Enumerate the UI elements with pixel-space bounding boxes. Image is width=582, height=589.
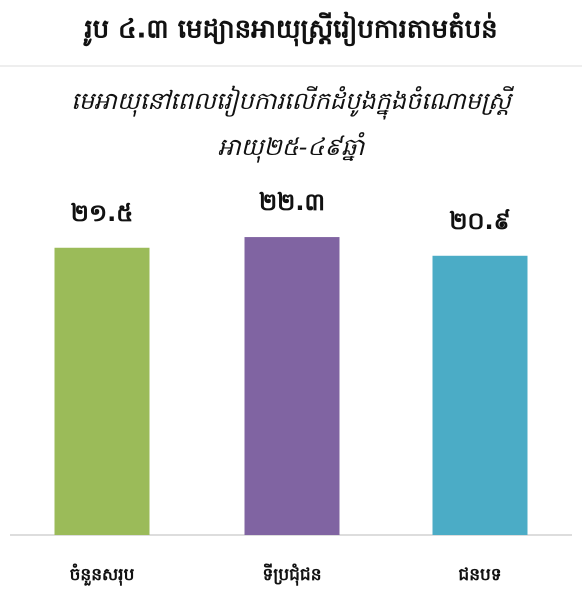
x-tick-label: ទីប្រជុំជន: [262, 563, 321, 586]
chart-title: រូប ៤.៣ មេដ្យានអាយុស្ត្រីរៀបការតាមតំបន់: [83, 12, 498, 47]
data-label: ២០.៩: [449, 207, 510, 235]
data-label: ២១.៥: [71, 199, 133, 227]
bar: [432, 255, 528, 535]
chart-subtitle: មេអាយុនៅពេលរៀបការលើកដំបូងក្នុងចំណោមស្ត្រ…: [71, 85, 515, 120]
bar: [244, 237, 340, 535]
x-tick-label: ចំនួនសរុប: [70, 563, 135, 586]
data-label: ២២.៣: [259, 188, 325, 216]
x-tick-label: ជនបទ: [458, 565, 501, 585]
chart-subtitle: អាយុ២៥-៤៩ឆ្នាំ: [218, 132, 366, 163]
bar: [54, 247, 150, 535]
